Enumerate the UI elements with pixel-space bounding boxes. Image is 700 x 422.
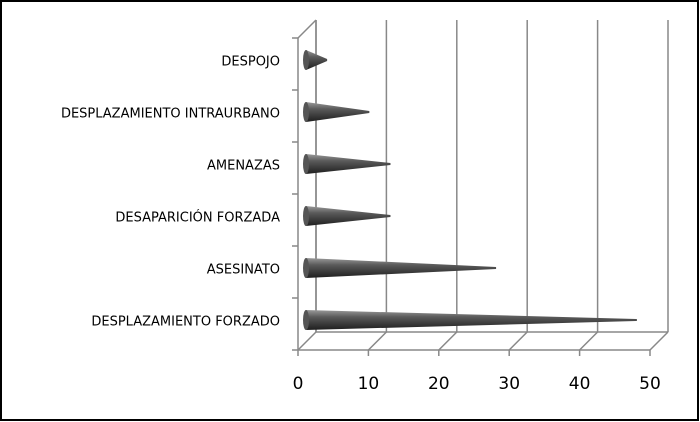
cone	[306, 206, 391, 226]
y-tick-label: ASESINATO	[207, 263, 280, 278]
cone-base	[303, 206, 309, 226]
cone-base	[303, 310, 309, 330]
grid-floor	[508, 331, 528, 351]
x-tick-label: 30	[498, 374, 520, 394]
cone	[306, 50, 328, 70]
grid-floor	[579, 331, 599, 351]
y-tick-label: DESPLAZAMIENTO FORZADO	[91, 315, 280, 330]
y-tick-label: DESAPARICIÓN FORZADA	[115, 210, 280, 226]
x-tick-label: 40	[569, 374, 591, 394]
x-tick-label: 10	[358, 374, 380, 394]
cone-base	[303, 102, 309, 122]
grid-floor	[367, 331, 387, 351]
y-tick-label: DESPOJO	[221, 55, 280, 70]
cone-base	[303, 50, 309, 70]
cone	[306, 310, 637, 330]
y-tick-label: AMENAZAS	[207, 159, 280, 174]
cone-base	[303, 154, 309, 174]
cone	[306, 154, 391, 174]
cone-base	[303, 258, 309, 278]
grid-floor	[297, 331, 317, 351]
y-axis-top	[297, 19, 317, 39]
cone	[306, 258, 497, 278]
y-tick-label: DESPLAZAMIENTO INTRAURBANO	[61, 107, 280, 122]
x-tick-label: 0	[293, 374, 304, 394]
x-tick-label: 50	[639, 374, 661, 394]
x-tick-label: 20	[428, 374, 450, 394]
cone	[306, 102, 370, 122]
grid-floor	[438, 331, 458, 351]
grid-floor	[649, 331, 669, 351]
